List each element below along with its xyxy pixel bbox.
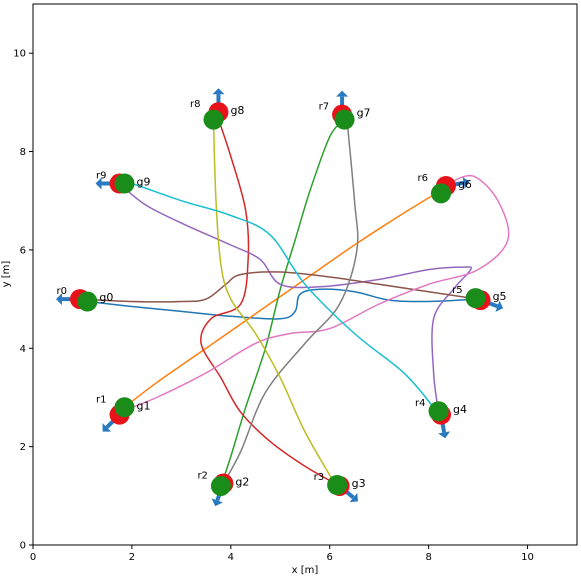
y-axis-label: y [m] [1, 261, 12, 288]
robot-goal-g1 [114, 397, 135, 418]
robot-goal-g7 [334, 109, 355, 130]
robot-label-r9: r9 [96, 171, 106, 182]
trajectory-r5 [82, 271, 479, 303]
robot-labels: r0 g0 r1 g1 r2 g2 r3 g3 r4 g4 r5 g5 r6 g6 r7 g7 r8 g8 r9 g9 [56, 99, 506, 490]
trajectory-r4 [121, 185, 472, 413]
robot-goal-g5 [465, 288, 486, 309]
x-axis-label: x [m] [292, 565, 319, 576]
y-tick-label: 8 [20, 147, 26, 158]
arrow-head-r8 [212, 88, 225, 95]
robot-goal-g2 [210, 475, 231, 496]
x-tick-label: 8 [425, 552, 431, 563]
x-tick-label: 6 [327, 552, 333, 563]
x-axis-ticks: 0 2 4 6 8 10 [30, 545, 534, 563]
y-tick-label: 2 [20, 442, 26, 453]
robot-label-r6: r6 [418, 173, 428, 184]
arrow-head-r4 [438, 431, 451, 439]
trajectory-r8 [212, 119, 336, 484]
robot-label-r5: r5 [452, 285, 462, 296]
trajectory-r0 [87, 288, 479, 320]
robot-goal-g3 [327, 474, 348, 495]
trajectory-r3 [200, 111, 340, 487]
robot-markers [55, 88, 504, 507]
arrow-head-r6 [462, 176, 470, 189]
robot-goal-g0 [77, 291, 98, 312]
robot-label-r1: r1 [96, 394, 106, 405]
robot-goal-g9 [114, 173, 135, 194]
robot-label-r3: r3 [314, 472, 324, 483]
arrow-head-r1 [102, 423, 112, 432]
robot-goal-g4 [428, 401, 449, 422]
trajectory-r2 [220, 119, 346, 487]
y-axis-ticks: 0 2 4 6 8 10 [13, 49, 33, 552]
y-tick-label: 4 [20, 344, 26, 355]
robot-label-r2: r2 [197, 471, 207, 482]
y-tick-label: 0 [20, 541, 26, 552]
robot-goal-g8 [203, 109, 224, 130]
trajectory-r9 [124, 181, 435, 408]
robot-label-r8: r8 [190, 99, 200, 110]
goal-label-g0: g0 [99, 291, 113, 304]
goal-label-g1: g1 [136, 399, 150, 412]
trajectory-r7 [222, 119, 359, 484]
goal-label-g7: g7 [357, 107, 371, 120]
x-tick-label: 2 [129, 552, 135, 563]
arrow-head-r0 [55, 293, 62, 306]
goal-label-g5: g5 [493, 290, 507, 303]
goal-label-g8: g8 [230, 104, 244, 117]
arrow-head-r3 [349, 492, 359, 503]
trajectory-r1 [124, 185, 449, 408]
arrow-head-r5 [495, 300, 504, 312]
arrow-head-r2 [211, 498, 223, 507]
robot-goal-g6 [431, 183, 451, 204]
x-tick-label: 10 [521, 552, 534, 563]
goal-label-g3: g3 [352, 477, 366, 490]
trajectory-lines [82, 111, 510, 487]
trajectory-r6 [119, 174, 510, 413]
arrow-head-r7 [336, 90, 349, 97]
goal-label-g6: g6 [458, 178, 472, 191]
robot-label-r0: r0 [56, 286, 66, 297]
y-tick-label: 6 [20, 245, 26, 256]
x-tick-label: 4 [228, 552, 234, 563]
arrow-head-r9 [95, 177, 102, 190]
goal-label-g9: g9 [136, 176, 150, 189]
robot-label-r7: r7 [319, 102, 329, 113]
x-tick-label: 0 [30, 552, 36, 563]
goal-label-g4: g4 [453, 403, 467, 416]
plot-frame [32, 3, 578, 546]
robot-label-r4: r4 [415, 398, 425, 409]
y-tick-label: 10 [13, 49, 26, 60]
goal-label-g2: g2 [235, 476, 249, 489]
